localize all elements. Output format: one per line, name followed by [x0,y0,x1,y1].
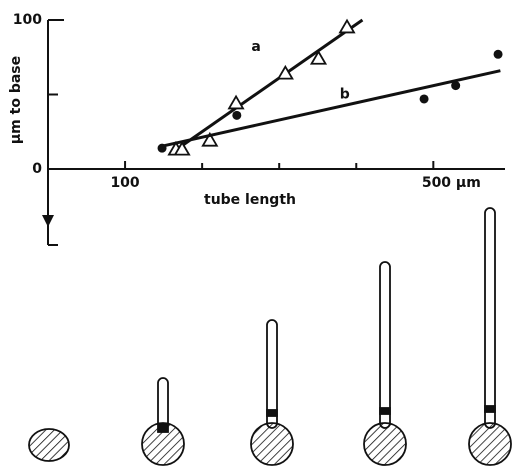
x-axis-label: tube length [204,192,296,208]
fit-line [171,18,364,154]
tube [141,377,185,466]
point [451,81,461,91]
point [493,49,503,59]
x-tick-label: 100 [110,175,139,191]
point [419,94,429,104]
fit-line [159,69,501,149]
tube [363,261,407,466]
y-axis-arrow [42,215,54,227]
series-label: b [340,87,350,103]
point [232,110,242,120]
point [309,49,328,65]
point [173,140,191,156]
point [276,64,294,80]
tube [468,207,512,466]
series-label: a [251,39,260,55]
y-tick-label: 100 [13,12,42,28]
tube-drawings [28,207,512,466]
point [201,131,219,147]
x-tick-label: 500 µm [422,175,481,191]
tube [250,319,294,466]
point [157,143,167,153]
y-axis-label: µm to base [8,56,24,144]
point [338,18,356,34]
y-tick-label: 0 [32,161,42,177]
point [227,94,245,110]
plot: 0 100 100 500 µm a b [13,12,505,246]
